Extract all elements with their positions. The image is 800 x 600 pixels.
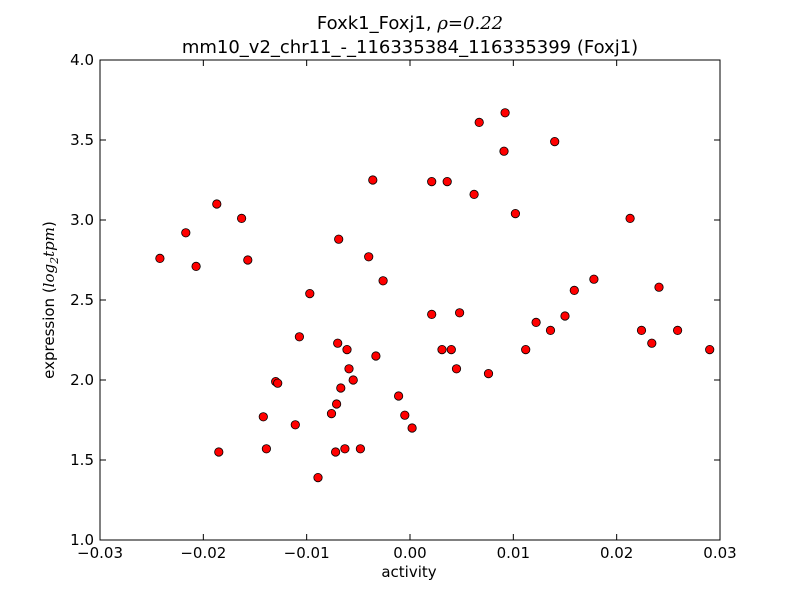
y-axis-label-prefix: expression ( — [40, 287, 58, 379]
y-tick-label: 1.0 — [70, 531, 94, 549]
data-point — [155, 253, 165, 263]
data-point — [427, 309, 437, 319]
data-point — [333, 338, 343, 348]
data-point — [654, 282, 664, 292]
data-point — [647, 338, 657, 348]
data-point — [214, 447, 224, 457]
data-point — [569, 285, 579, 295]
data-point — [589, 274, 599, 284]
y-tick-label: 3.0 — [70, 211, 94, 229]
data-point — [331, 399, 342, 409]
data-point — [705, 344, 715, 355]
x-tick-label: 0.01 — [497, 544, 530, 562]
data-point — [334, 234, 344, 244]
chart-title-prefix: Foxk1_Foxj1, — [317, 13, 437, 34]
data-point — [560, 311, 570, 321]
x-tick-label: −0.02 — [180, 544, 226, 562]
data-point — [336, 383, 346, 393]
data-point — [364, 252, 374, 262]
data-point — [212, 199, 222, 209]
data-point — [181, 228, 191, 238]
data-point — [483, 368, 494, 379]
data-point — [499, 146, 509, 156]
data-point — [521, 344, 531, 355]
x-tick-label: 0.03 — [703, 544, 736, 562]
data-point — [191, 261, 201, 271]
y-axis-label-tpm: tpm — [40, 227, 58, 257]
plot-area: −0.03 −0.02 −0.01 0.00 0.01 0.02 0.03 1.0 1.5 2.0… — [70, 51, 737, 562]
plot-frame — [99, 59, 721, 541]
y-axis-label: expression (log2tpm) — [40, 221, 61, 379]
y-tick-label: 2.0 — [70, 371, 94, 389]
chart-title: Foxk1_Foxj1, ρ=0.22 — [317, 13, 503, 34]
data-point — [243, 255, 253, 265]
x-tick-label: −0.03 — [77, 544, 123, 562]
data-point — [454, 308, 465, 318]
chart-title-rho-equals: = — [448, 13, 463, 34]
data-point — [469, 189, 479, 199]
data-point — [344, 364, 354, 374]
x-axis-label: activity — [381, 563, 436, 581]
data-point — [400, 410, 410, 420]
data-point — [294, 332, 304, 342]
data-point — [393, 391, 404, 401]
y-tick-label: 1.5 — [70, 451, 94, 469]
data-point — [258, 412, 268, 422]
chart-title-rho-symbol: ρ — [436, 13, 448, 34]
y-axis-label-log: log — [40, 264, 58, 287]
data-point — [342, 344, 352, 355]
data-point — [290, 420, 300, 430]
x-tick-label: −0.01 — [284, 544, 330, 562]
y-axis-label-subscript: 2 — [48, 257, 61, 265]
data-point — [510, 209, 521, 219]
data-point — [407, 423, 417, 433]
data-point — [550, 137, 560, 147]
y-tick-label: 3.5 — [70, 131, 94, 149]
data-point — [378, 276, 388, 286]
data-point — [500, 108, 510, 118]
data-point — [273, 378, 283, 388]
data-point — [442, 177, 452, 187]
data-point — [371, 351, 381, 361]
data-point — [636, 325, 647, 335]
data-point — [531, 317, 541, 327]
data-point — [451, 364, 462, 374]
data-point — [237, 213, 247, 223]
x-tick-label: 0.00 — [393, 544, 426, 562]
data-point — [305, 288, 315, 299]
data-point — [437, 344, 447, 355]
data-point — [545, 325, 556, 335]
data-point — [313, 472, 323, 483]
y-tick-label: 4.0 — [70, 51, 94, 69]
data-point — [348, 375, 358, 385]
data-point — [355, 444, 365, 454]
data-point — [672, 325, 683, 335]
y-tick-label: 2.5 — [70, 291, 94, 309]
data-point — [427, 177, 437, 187]
x-tick-label: 0.02 — [600, 544, 633, 562]
data-point — [261, 444, 271, 454]
data-point — [330, 447, 341, 457]
data-point — [340, 444, 350, 454]
y-axis-label-suffix: ) — [40, 221, 58, 227]
data-point — [625, 213, 635, 223]
data-points — [155, 108, 715, 483]
data-point — [326, 408, 337, 419]
chart-subtitle: mm10_v2_chr11_-_116335384_116335399 (Fox… — [182, 37, 638, 58]
data-point — [368, 175, 378, 185]
data-point — [474, 117, 484, 128]
chart-title-rho-value: 0.22 — [463, 13, 503, 34]
data-point — [446, 344, 456, 355]
